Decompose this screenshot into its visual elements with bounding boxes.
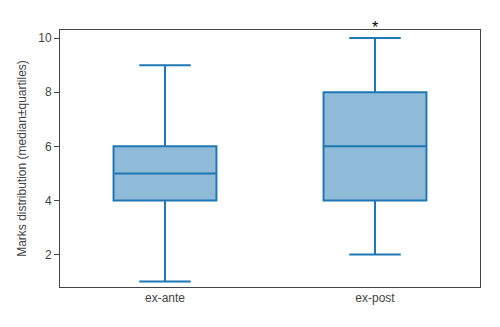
- svg-text:8: 8: [45, 85, 52, 99]
- svg-text:*: *: [372, 19, 378, 36]
- svg-text:2: 2: [45, 248, 52, 262]
- svg-text:ex-ante: ex-ante: [145, 291, 185, 305]
- svg-text:ex-post: ex-post: [355, 291, 395, 305]
- svg-text:Marks distribution (median±qua: Marks distribution (median±quartiles): [15, 60, 29, 257]
- svg-text:10: 10: [38, 31, 52, 45]
- svg-text:4: 4: [45, 194, 52, 208]
- svg-text:6: 6: [45, 140, 52, 154]
